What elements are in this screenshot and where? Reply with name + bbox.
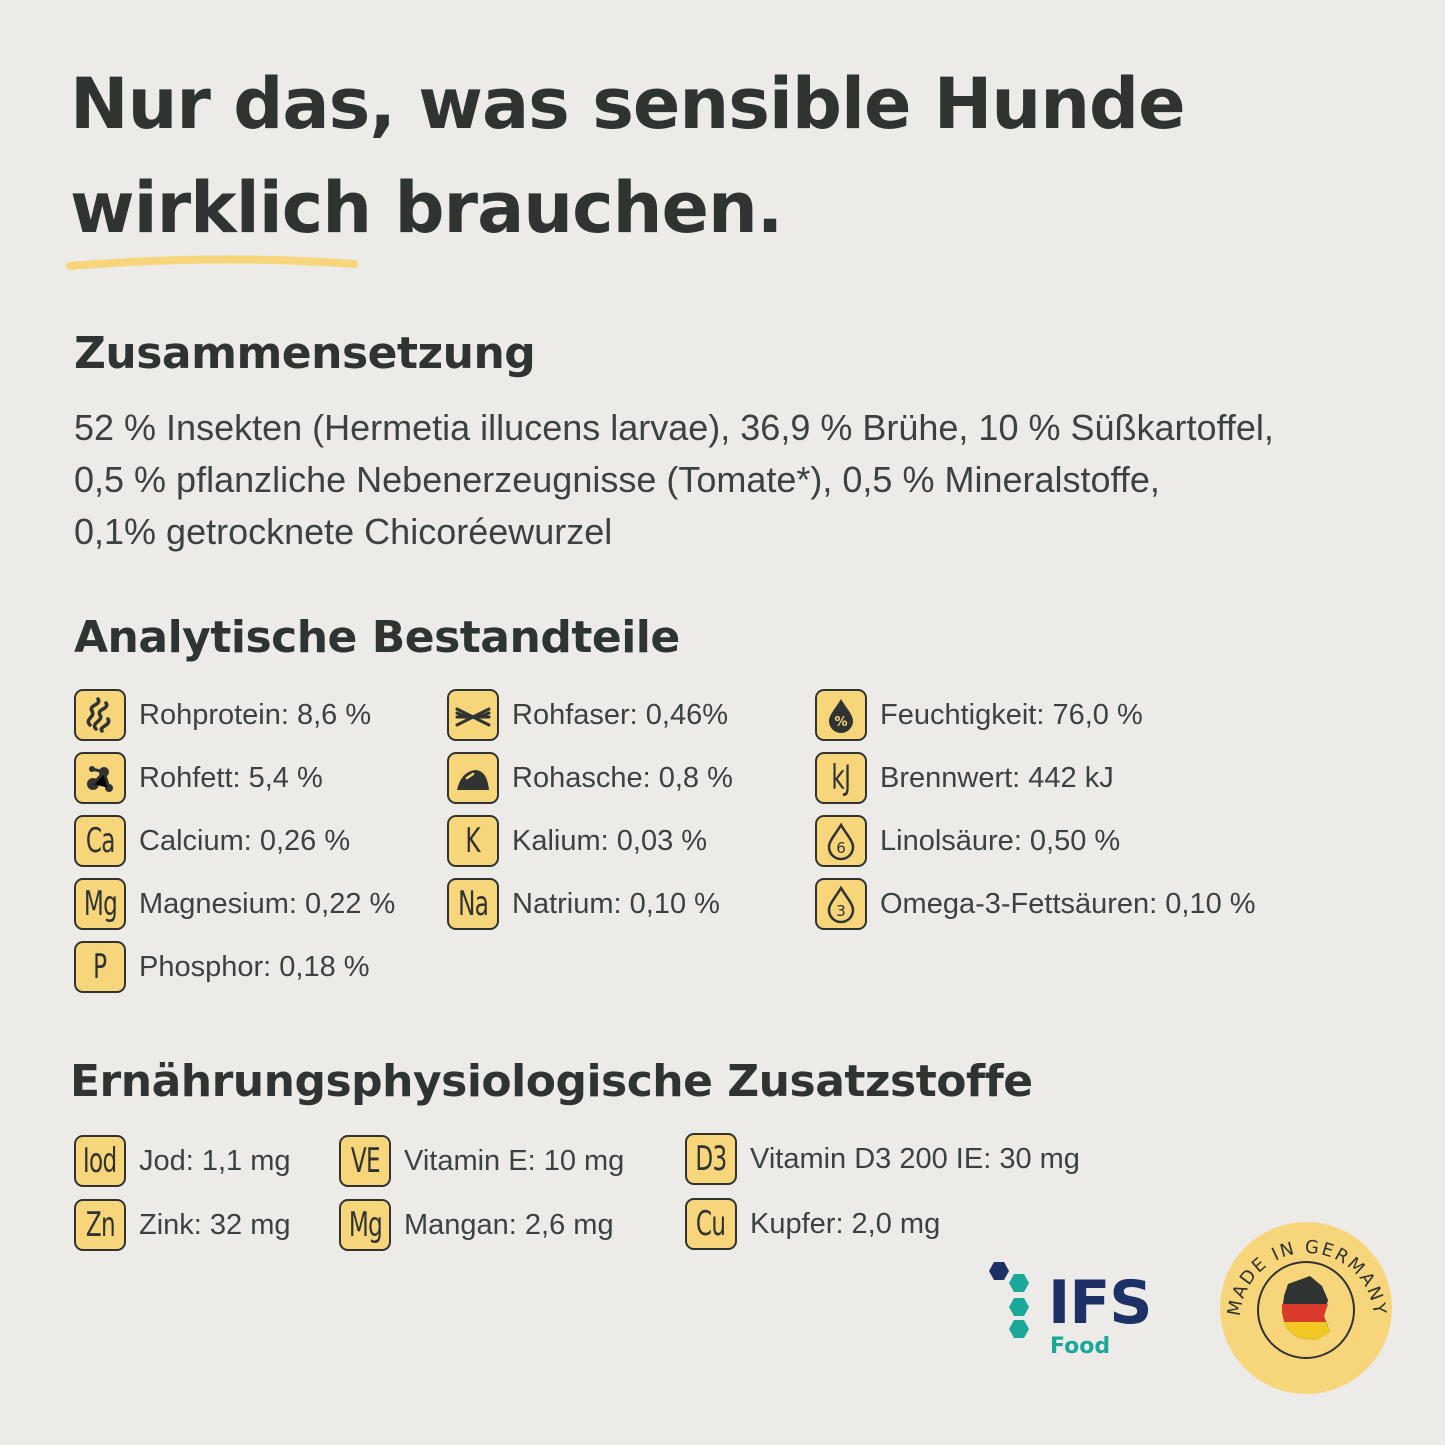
nutrient-item: Ca Calcium: 0,26 % <box>74 815 350 867</box>
potassium-icon: K <box>447 815 499 867</box>
energy-kj-icon: kJ <box>815 752 867 804</box>
iodine-icon: Iod <box>74 1135 126 1187</box>
svg-text:3: 3 <box>836 902 846 920</box>
additive-item: D3 Vitamin D3 200 IE: 30 mg <box>685 1133 1080 1185</box>
nutrient-label: Magnesium: 0,22 % <box>139 887 396 920</box>
nutrient-label: Rohfett: 5,4 % <box>139 761 323 794</box>
vitamin-d3-icon: D3 <box>685 1133 737 1185</box>
vitamin-e-icon: VE <box>339 1135 391 1187</box>
page-headline: Nur das, was sensible Hunde wirklich bra… <box>66 52 1186 270</box>
nutrient-label: Linolsäure: 0,50 % <box>880 824 1121 857</box>
svg-text:%: % <box>834 715 847 730</box>
nutrient-item: 3 Omega-3-Fettsäuren: 0,10 % <box>815 878 1256 930</box>
ifs-hexagon-icon <box>989 1262 1029 1338</box>
additive-label: Zink: 32 mg <box>139 1208 291 1241</box>
nutrient-item: 6 Linolsäure: 0,50 % <box>815 815 1120 867</box>
moisture-drop-percent-icon: % <box>815 689 867 741</box>
nutrient-label: Rohfaser: 0,46% <box>512 698 729 731</box>
headline-rest: brauchen. <box>394 167 783 249</box>
additive-item: VE Vitamin E: 10 mg <box>339 1135 624 1187</box>
ifs-logo-text: IFS <box>1048 1268 1153 1338</box>
nutrient-label: Rohasche: 0,8 % <box>512 761 733 794</box>
nutrient-label: Phosphor: 0,18 % <box>139 950 370 983</box>
nutrient-label: Brennwert: 442 kJ <box>880 761 1114 794</box>
composition-title: Zusammensetzung <box>74 328 536 379</box>
ifs-logo-subtext: Food <box>1050 1334 1111 1359</box>
additive-label: Mangan: 2,6 mg <box>404 1208 614 1241</box>
headline-highlight: wirklich <box>66 156 372 270</box>
svg-text:6: 6 <box>836 839 846 857</box>
additives-title: Ernährungsphysiologische Zusatzstoffe <box>70 1056 1033 1107</box>
nutrient-label: Kalium: 0,03 % <box>512 824 708 857</box>
analytics-title: Analytische Bestandteile <box>74 612 680 663</box>
additive-label: Vitamin E: 10 mg <box>404 1144 625 1177</box>
omega-3-drop-icon: 3 <box>815 878 867 930</box>
nutrient-item: Rohfaser: 0,46% <box>447 689 728 741</box>
copper-icon: Cu <box>685 1198 737 1250</box>
nutrient-item: Rohprotein: 8,6 % <box>74 689 371 741</box>
nutrient-item: P Phosphor: 0,18 % <box>74 941 370 993</box>
composition-line: 52 % Insekten (Hermetia illucens larvae)… <box>74 407 1274 448</box>
manganese-icon: Mg <box>339 1199 391 1251</box>
nutrient-item: kJ Brennwert: 442 kJ <box>815 752 1114 804</box>
germany-flag-map-icon <box>1282 1276 1330 1340</box>
nutrient-item: Na Natrium: 0,10 % <box>447 878 720 930</box>
additive-item: Iod Jod: 1,1 mg <box>74 1135 291 1187</box>
phosphor-icon: P <box>74 941 126 993</box>
additive-label: Kupfer: 2,0 mg <box>750 1207 941 1240</box>
nutrient-label: Natrium: 0,10 % <box>512 887 720 920</box>
nutrient-label: Feuchtigkeit: 76,0 % <box>880 698 1143 731</box>
underline-swoosh-icon <box>66 255 358 270</box>
nutrient-label: Calcium: 0,26 % <box>139 824 351 857</box>
nutrient-item: Mg Magnesium: 0,22 % <box>74 878 395 930</box>
omega-6-drop-icon: 6 <box>815 815 867 867</box>
headline-line-1: Nur das, was sensible Hunde <box>70 63 1186 145</box>
nutrient-label: Rohprotein: 8,6 % <box>139 698 372 731</box>
additive-label: Jod: 1,1 mg <box>139 1144 291 1177</box>
additive-item: Cu Kupfer: 2,0 mg <box>685 1198 940 1250</box>
fiber-icon <box>447 689 499 741</box>
additive-item: Zn Zink: 32 mg <box>74 1199 291 1251</box>
nutrient-item: K Kalium: 0,03 % <box>447 815 707 867</box>
nutrient-item: Rohasche: 0,8 % <box>447 752 733 804</box>
nutrient-item: Rohfett: 5,4 % <box>74 752 323 804</box>
additive-label: Vitamin D3 200 IE: 30 mg <box>750 1142 1080 1175</box>
composition-line: 0,1% getrocknete Chicoréewurzel <box>74 511 613 552</box>
protein-spiral-icon <box>74 689 126 741</box>
additive-item: Mg Mangan: 2,6 mg <box>339 1199 614 1251</box>
sodium-icon: Na <box>447 878 499 930</box>
magnesium-icon: Mg <box>74 878 126 930</box>
composition-text: 52 % Insekten (Hermetia illucens larvae)… <box>74 402 1364 558</box>
fat-molecule-icon <box>74 752 126 804</box>
zinc-icon: Zn <box>74 1199 126 1251</box>
headline-line-2: wirklich brauchen. <box>66 156 1185 270</box>
calcium-icon: Ca <box>74 815 126 867</box>
ash-pile-icon <box>447 752 499 804</box>
nutrient-item: % Feuchtigkeit: 76,0 % <box>815 689 1143 741</box>
composition-line: 0,5 % pflanzliche Nebenerzeugnisse (Toma… <box>74 459 1160 500</box>
made-in-germany-badge: MADE IN GERMANY <box>1220 1222 1392 1394</box>
nutrient-label: Omega-3-Fettsäuren: 0,10 % <box>880 887 1256 920</box>
